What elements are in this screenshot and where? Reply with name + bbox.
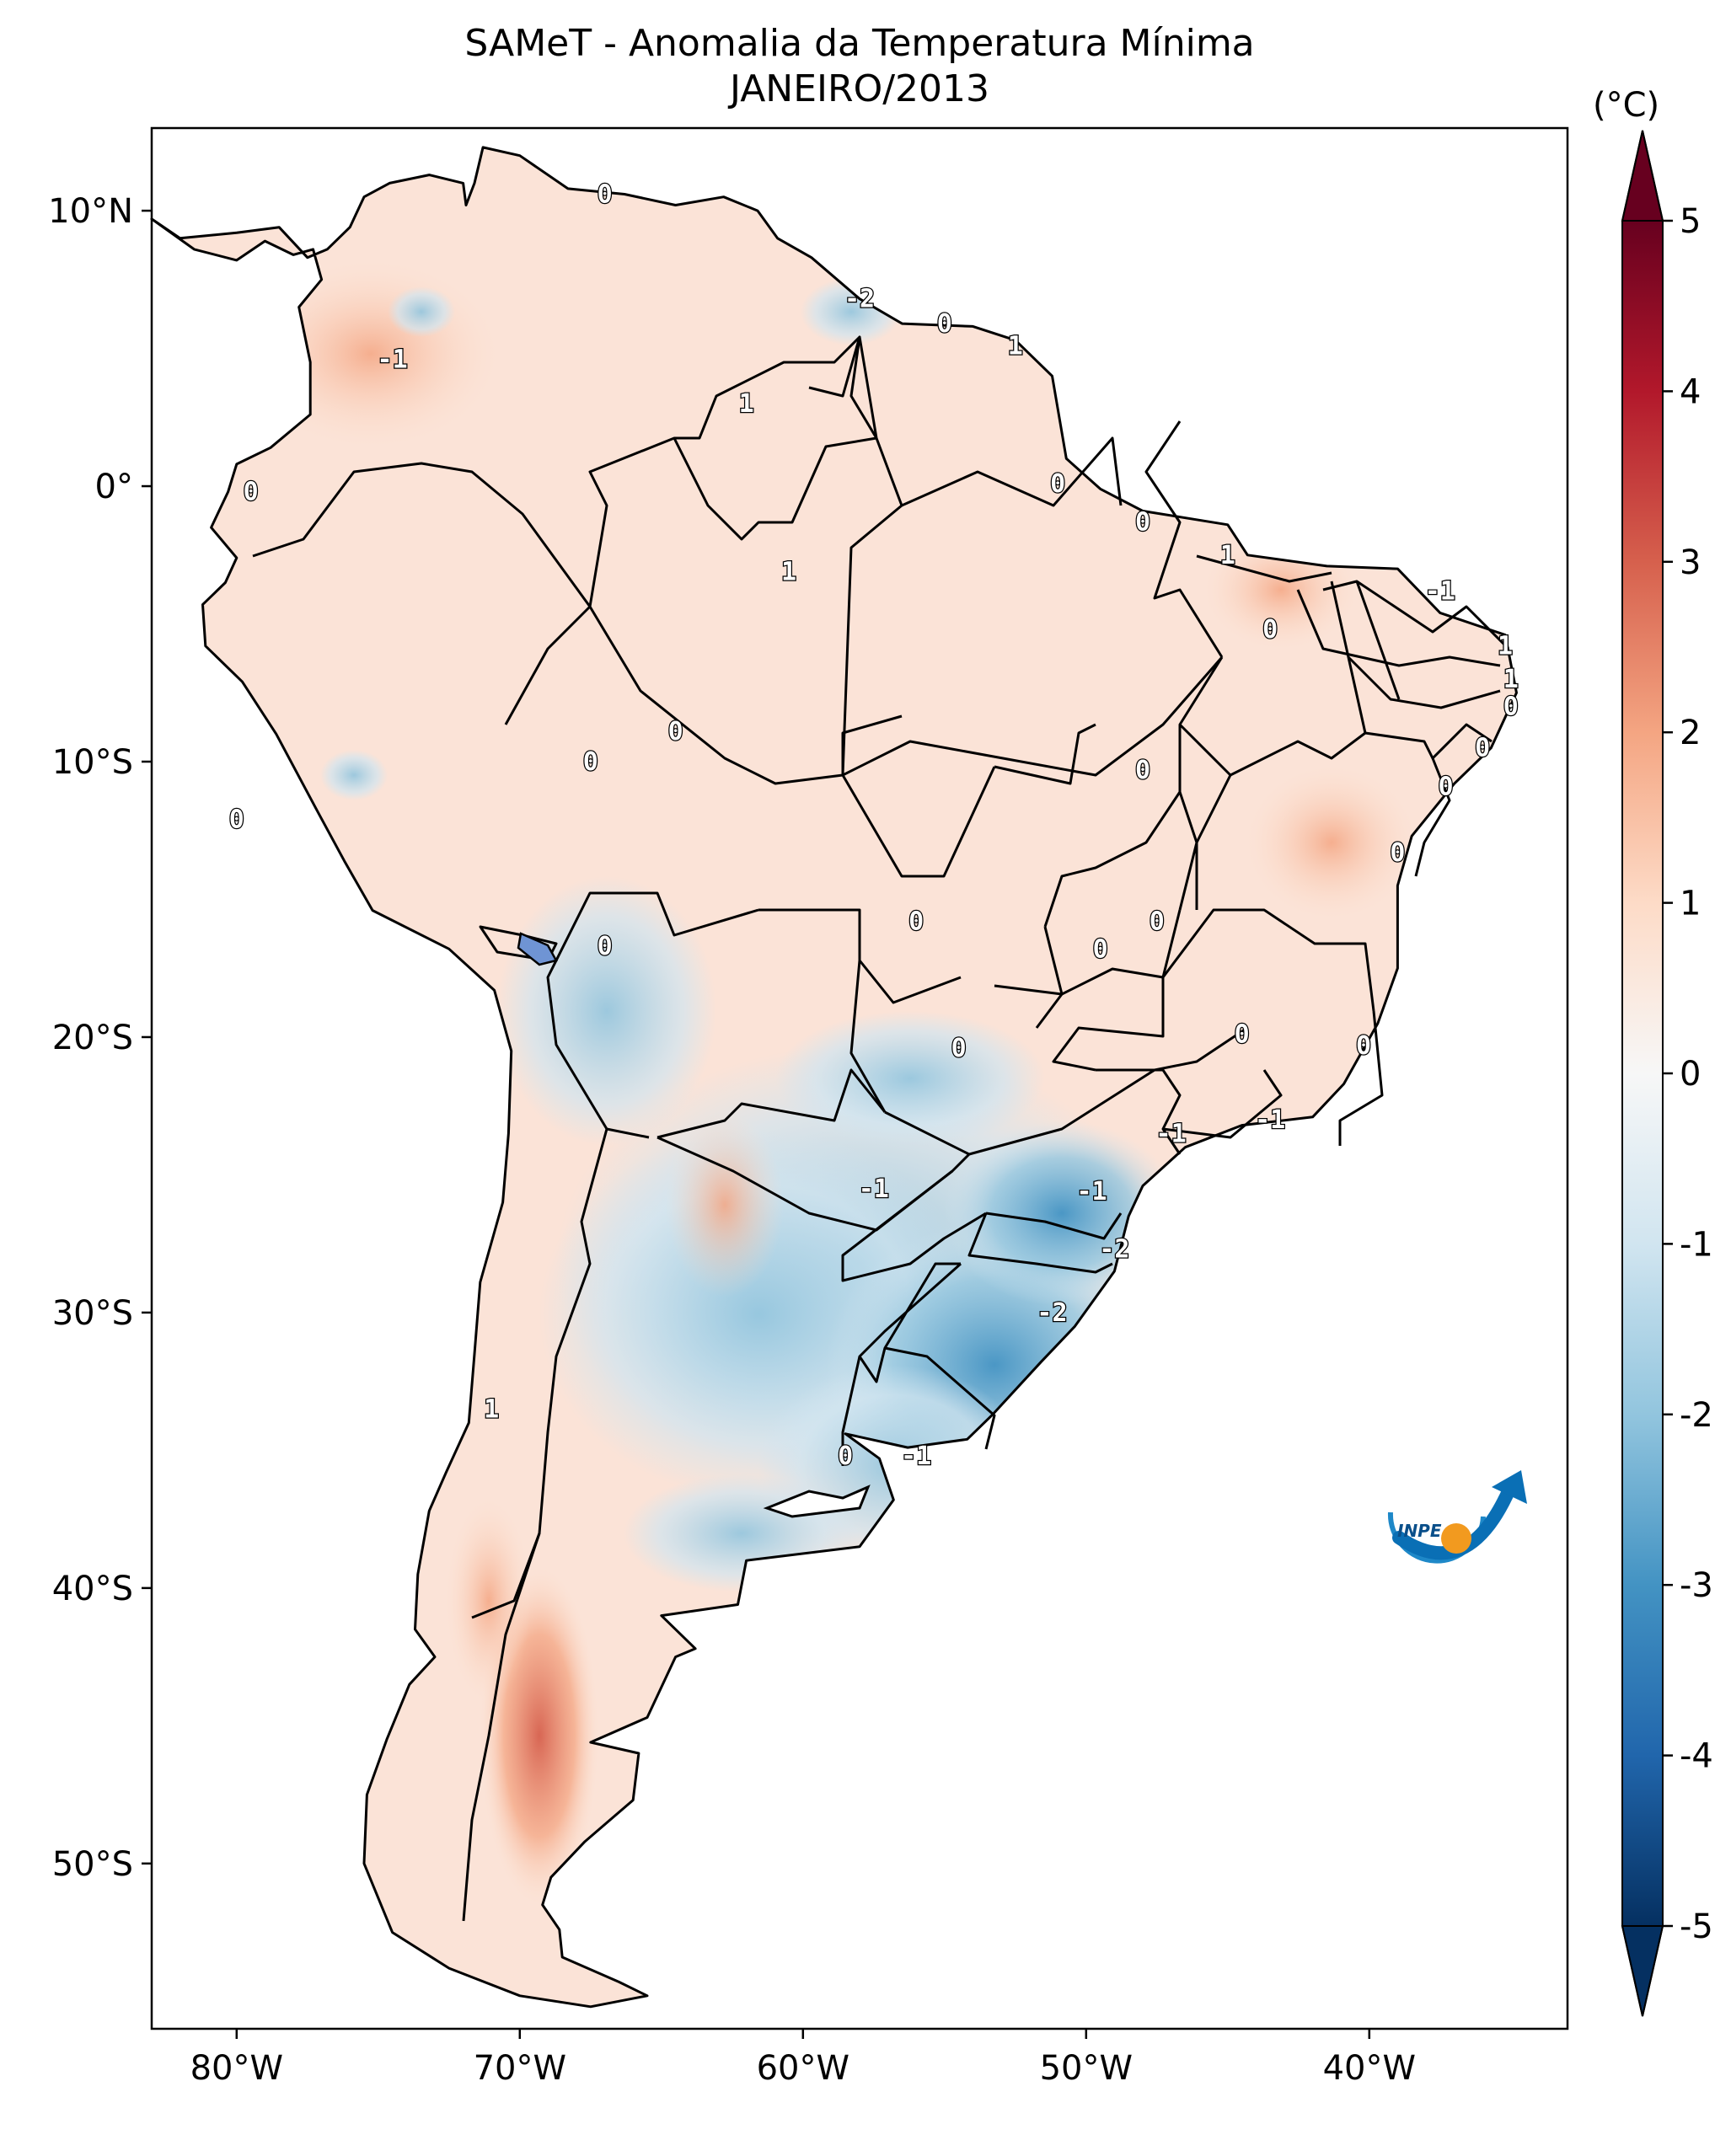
inpe-logo-sun-icon	[1441, 1523, 1471, 1554]
contour-label: 0	[1093, 934, 1108, 964]
contour-label: -1	[1076, 1177, 1107, 1206]
contour-label: 0	[1438, 772, 1453, 801]
inpe-logo-text: INPE	[1397, 1521, 1442, 1541]
colorbar-tick-label: 0	[1680, 1055, 1701, 1094]
longitude-ticks: 80°W 70°W 60°W 50°W 40°W	[190, 2029, 1416, 2088]
lat-tick-label: 30°S	[52, 1294, 133, 1333]
contour-label: 0	[1503, 693, 1519, 722]
lon-tick-label: 50°W	[1040, 2049, 1133, 2088]
contour-label: 0	[244, 478, 259, 507]
latitude-ticks: 10°N 0° 10°S 20°S 30°S 40°S 50°S	[48, 192, 152, 1884]
contour-label: -1	[1255, 1105, 1285, 1135]
colorbar-tick-label: -3	[1680, 1566, 1713, 1605]
contour-label: 0	[1235, 1020, 1250, 1050]
falkland-islands	[763, 1485, 871, 1518]
contour-label: -1	[1156, 1119, 1187, 1148]
contour-label: -1	[901, 1442, 931, 1471]
contour-label: 1	[1503, 665, 1519, 694]
colorbar: 5 4 3 2 1 0 -1 -2 -3 -4 -5	[1621, 130, 1713, 2017]
contour-label: 0	[1150, 907, 1165, 937]
contour-label: 1	[781, 557, 796, 586]
colorbar-tick-label: 3	[1680, 543, 1701, 582]
lon-tick-label: 70°W	[474, 2049, 566, 2088]
colorbar-gradient	[1622, 221, 1663, 1926]
colorbar-tick-label: 5	[1680, 202, 1701, 241]
contour-label: 1	[1498, 632, 1513, 661]
lon-tick-label: 40°W	[1323, 2049, 1416, 2088]
contour-label: 0	[1356, 1031, 1371, 1061]
contour-label: -1	[378, 345, 408, 375]
contour-label: 0	[1262, 615, 1278, 645]
contour-label: 0	[908, 907, 924, 937]
colorbar-tick-label: 2	[1680, 714, 1701, 752]
contour-label: 0	[583, 747, 598, 777]
colorbar-tick-label: -2	[1680, 1396, 1713, 1435]
colorbar-tick-label: -4	[1680, 1737, 1713, 1776]
contour-label: -2	[1037, 1298, 1067, 1328]
colorbar-unit: (°C)	[1593, 86, 1660, 125]
colorbar-tick-label: 1	[1680, 885, 1701, 923]
contour-label: 0	[1390, 838, 1405, 868]
contour-label: 1	[1008, 331, 1023, 361]
contour-label: 0	[598, 179, 613, 209]
contour-label: 0	[598, 932, 613, 961]
lat-tick-label: 20°S	[52, 1019, 133, 1057]
inpe-logo: INPE	[1387, 1470, 1527, 1564]
boundaries	[150, 146, 1518, 2009]
colorbar-tick-label: 4	[1680, 372, 1701, 411]
contour-label: 0	[229, 805, 244, 835]
lat-tick-label: 0°	[95, 468, 133, 506]
lake-titicaca	[517, 932, 558, 966]
lat-tick-label: 10°S	[52, 743, 133, 782]
contour-label: -1	[1425, 576, 1455, 606]
lat-tick-label: 50°S	[52, 1845, 133, 1884]
contour-label: 0	[838, 1442, 853, 1471]
lat-tick-label: 40°S	[52, 1570, 133, 1608]
colorbar-tick-label: -1	[1680, 1225, 1713, 1264]
contour-label: 1	[1220, 541, 1235, 570]
contour-label: -1	[859, 1174, 889, 1204]
lon-tick-label: 60°W	[757, 2049, 849, 2088]
colorbar-tick-label: -5	[1680, 1907, 1713, 1946]
contour-label: 0	[1050, 469, 1065, 499]
contour-label: 0	[1135, 756, 1150, 785]
lat-tick-label: 10°N	[48, 192, 133, 231]
contour-label: 0	[1135, 508, 1150, 538]
colorbar-lower-extend	[1621, 1925, 1664, 2017]
colorbar-ticks: 5 4 3 2 1 0 -1 -2 -3 -4 -5	[1663, 202, 1713, 1946]
contour-label: 0	[951, 1034, 967, 1063]
contour-label: -2	[844, 285, 875, 314]
contour-label: 1	[484, 1394, 499, 1424]
colorbar-upper-extend	[1621, 130, 1664, 222]
contour-label: 0	[1475, 734, 1490, 763]
inpe-logo-arrow-icon	[1492, 1470, 1527, 1504]
contour-label: 1	[739, 389, 754, 419]
map-title: SAMeT - Anomalia da Temperatura Mínima	[464, 22, 1255, 65]
contour-label: 0	[668, 717, 683, 746]
contour-label: 0	[937, 309, 952, 339]
lon-tick-label: 80°W	[190, 2049, 283, 2088]
map-subtitle: JANEIRO/2013	[730, 67, 989, 110]
contour-label: -2	[1099, 1235, 1129, 1265]
